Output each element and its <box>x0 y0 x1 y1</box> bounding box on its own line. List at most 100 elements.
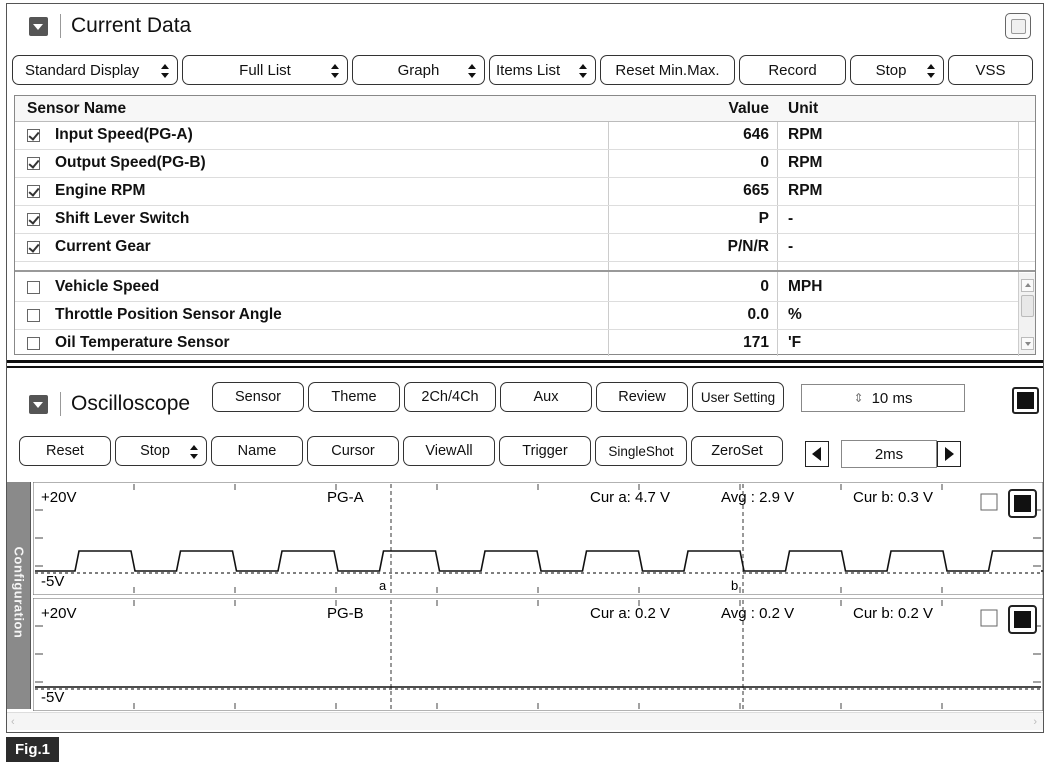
theme-button[interactable]: Theme <box>308 382 400 412</box>
sensor-unit: RPM <box>788 182 823 199</box>
sensor-unit: RPM <box>788 126 823 143</box>
collapse-icon[interactable] <box>29 394 48 414</box>
name-label: Name <box>237 443 277 459</box>
average-reading: Avg : 2.9 V <box>721 489 794 506</box>
scroll-up-icon[interactable] <box>1021 279 1034 292</box>
sensor-table: Sensor Name Value Unit Input Speed(PG-A)… <box>14 95 1036 358</box>
time-decrease-icon[interactable] <box>805 441 829 467</box>
user-setting-label: User Setting <box>700 389 776 405</box>
configuration-tab[interactable]: Configuration <box>7 482 31 709</box>
table-scrollbar[interactable] <box>1018 273 1035 354</box>
user-setting-button[interactable]: User Setting <box>692 382 784 412</box>
dropdown-arrow-icon <box>579 64 587 78</box>
row-checkbox[interactable] <box>27 309 40 322</box>
time-increase-icon[interactable] <box>937 441 961 467</box>
table-row[interactable]: Output Speed(PG-B) 0 RPM <box>15 150 1035 178</box>
sensor-unit: RPM <box>788 154 823 171</box>
sensor-value: P <box>758 210 769 227</box>
oscilloscope-title: Oscilloscope <box>71 392 191 415</box>
single-shot-button[interactable]: SingleShot <box>595 436 687 466</box>
sensor-unit: - <box>788 238 794 255</box>
standard-display-dropdown[interactable]: Standard Display <box>12 55 178 85</box>
row-checkbox[interactable] <box>27 129 40 142</box>
table-header: Sensor Name Value Unit <box>15 96 1035 122</box>
header-separator <box>60 14 61 38</box>
graph-dropdown[interactable]: Graph <box>352 55 485 85</box>
table-row[interactable]: Oil Temperature Sensor 171 'F <box>15 330 1035 358</box>
maximize-panel-button[interactable] <box>1005 13 1031 39</box>
column-divider <box>608 96 609 356</box>
row-checkbox[interactable] <box>27 337 40 350</box>
trigger-label: Trigger <box>522 443 568 459</box>
figure-label: Fig.1 <box>6 737 59 762</box>
configuration-label: Configuration <box>11 546 27 639</box>
row-checkbox[interactable] <box>27 241 40 254</box>
panel-divider[interactable] <box>7 360 1043 363</box>
table-row[interactable]: Throttle Position Sensor Angle 0.0 % <box>15 302 1035 330</box>
vss-label: VSS <box>975 61 1006 79</box>
graph-label: Graph <box>397 61 440 79</box>
name-button[interactable]: Name <box>211 436 303 466</box>
review-button[interactable]: Review <box>596 382 688 412</box>
section-separator <box>15 262 1035 272</box>
aux-button[interactable]: Aux <box>500 382 592 412</box>
stop-dropdown[interactable]: Stop <box>850 55 944 85</box>
channel-select-checkbox[interactable] <box>980 493 998 511</box>
table-row[interactable]: Vehicle Speed 0 MPH <box>15 274 1035 302</box>
cursor-a-reading: Cur a: 0.2 V <box>590 605 670 622</box>
table-row[interactable]: Shift Lever Switch P - <box>15 206 1035 234</box>
collapse-icon[interactable] <box>29 16 48 36</box>
row-checkbox[interactable] <box>27 157 40 170</box>
vss-button[interactable]: VSS <box>948 55 1033 85</box>
cursor-button[interactable]: Cursor <box>307 436 399 466</box>
dropdown-arrow-icon <box>331 64 339 78</box>
channel-pg-a-plot[interactable]: +20V -5V PG-A Cur a: 4.7 V Avg : 2.9 V C… <box>33 482 1043 595</box>
items-list-dropdown[interactable]: Items List <box>489 55 596 85</box>
cursor-b-reading: Cur b: 0.3 V <box>853 489 933 506</box>
plot-grid <box>35 600 1041 709</box>
record-button[interactable]: Record <box>739 55 846 85</box>
row-checkbox[interactable] <box>27 213 40 226</box>
channel-pg-b-plot[interactable]: +20V -5V PG-B Cur a: 0.2 V Avg : 0.2 V C… <box>33 598 1043 711</box>
channel-mode-button[interactable]: 2Ch/4Ch <box>404 382 496 412</box>
full-list-dropdown[interactable]: Full List <box>182 55 348 85</box>
scroll-thumb[interactable] <box>1021 295 1034 317</box>
scope-horizontal-scrollbar[interactable]: ‹ › <box>7 712 1043 730</box>
review-label: Review <box>618 389 666 405</box>
scope-stop-dropdown[interactable]: Stop <box>115 436 207 466</box>
table-row[interactable]: Current Gear P/N/R - <box>15 234 1035 262</box>
table-row[interactable]: Input Speed(PG-A) 646 RPM <box>15 122 1035 150</box>
cursor-a-label: a <box>379 578 387 593</box>
reset-label: Reset <box>46 443 84 459</box>
view-all-button[interactable]: ViewAll <box>403 436 495 466</box>
sensor-value: 646 <box>743 126 769 143</box>
maximize-scope-icon[interactable] <box>1012 387 1039 414</box>
channel-mode-label: 2Ch/4Ch <box>421 389 479 405</box>
time-div-value: 2ms <box>874 445 904 463</box>
sensor-name: Oil Temperature Sensor <box>55 334 230 351</box>
reset-button[interactable]: Reset <box>19 436 111 466</box>
row-checkbox[interactable] <box>27 185 40 198</box>
table-row[interactable]: Engine RPM 665 RPM <box>15 178 1035 206</box>
reset-min-max-button[interactable]: Reset Min.Max. <box>600 55 735 85</box>
sensor-button[interactable]: Sensor <box>212 382 304 412</box>
cursor-label: Cursor <box>331 443 375 459</box>
row-checkbox[interactable] <box>27 281 40 294</box>
scroll-right-icon[interactable]: › <box>1033 716 1037 728</box>
sample-time-display[interactable]: ⇕ 10 ms <box>801 384 965 412</box>
sensor-name: Output Speed(PG-B) <box>55 154 206 171</box>
trigger-button[interactable]: Trigger <box>499 436 591 466</box>
sensor-name: Throttle Position Sensor Angle <box>55 306 282 323</box>
sensor-name: Current Gear <box>55 238 151 255</box>
current-data-title: Current Data <box>71 14 192 37</box>
sensor-unit: % <box>788 306 802 323</box>
standard-display-label: Standard Display <box>25 61 140 79</box>
scroll-down-icon[interactable] <box>1021 337 1034 350</box>
sensor-name: Shift Lever Switch <box>55 210 190 227</box>
channel-select-checkbox[interactable] <box>980 609 998 627</box>
zero-set-label: ZeroSet <box>711 443 763 459</box>
sample-time-value: 10 ms <box>871 389 913 407</box>
zero-set-button[interactable]: ZeroSet <box>691 436 783 466</box>
cursor-a-reading: Cur a: 4.7 V <box>590 489 670 506</box>
scroll-left-icon[interactable]: ‹ <box>11 716 15 728</box>
